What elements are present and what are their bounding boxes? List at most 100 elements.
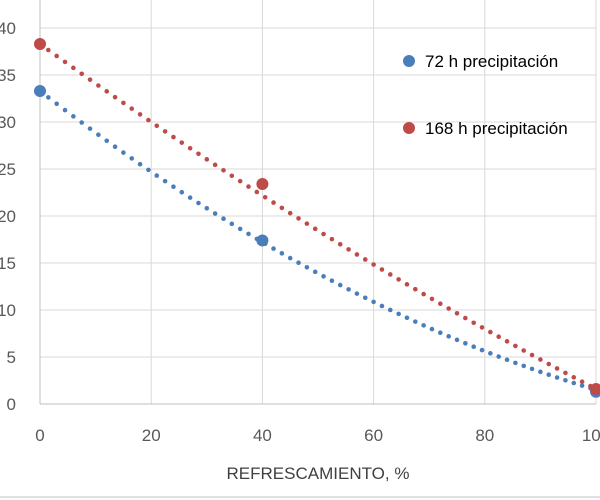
y-tick-label: 40 [0,19,16,38]
trendline-dot [46,47,51,53]
trendline-dot [246,184,251,189]
trendline-dot [296,216,301,221]
trendline-dot [304,221,310,226]
y-tick-label: 30 [0,113,16,132]
trendline-dot [346,247,351,252]
trendline-dot [471,320,476,326]
trendline-dot [321,274,326,279]
trendline-dot [271,200,276,205]
trendline-dot [337,282,343,288]
x-tick-label: 60 [364,426,383,445]
trendline-dot [129,156,135,161]
trendline-dot [337,241,343,247]
trendline-dot [87,77,93,82]
trendline-dot [246,231,251,237]
trendline-dot [46,95,51,100]
trendline-dot [262,194,268,200]
trendline-dot [229,173,235,179]
y-tick-label: 25 [0,160,16,179]
trendline-dot [179,140,185,145]
trendline-dot [538,357,543,362]
y-tick-label: 35 [0,66,16,85]
trendline-dot [362,295,368,301]
trendline-dot [354,252,360,257]
trendline-dot [237,226,243,232]
trendline-dot [438,301,443,307]
trendline-dot [354,291,360,296]
trendline-dot [154,173,160,178]
trendline-dot [221,216,226,222]
trendline-dot [504,339,510,344]
trendline-dot [387,272,393,277]
trendline-dot [546,361,552,367]
trendline-dot [463,341,468,346]
trendline-dot [579,379,585,385]
trendline-dot [237,178,243,184]
trendline-dot [479,347,485,353]
trendline-dot [54,53,59,59]
axes [39,0,596,405]
y-tick-label: 15 [0,254,16,273]
trendline-dot [296,260,301,266]
trendline-dot [71,65,76,71]
trendline-dot [438,330,443,336]
trendline-dot [454,337,460,343]
trendline-dot [371,299,376,305]
trendline-dot [463,315,468,321]
legend: 72 h precipitación 168 h precipitación [403,52,568,138]
trendline-dot [329,236,335,242]
trendline-dot [179,189,185,195]
trendline-dot [254,189,260,195]
trendline-dot [488,329,493,335]
data-point [34,84,46,97]
trendline-dot [379,267,385,272]
data-point [256,178,269,191]
trendline-dot [504,357,510,363]
trendline-dot [87,126,93,131]
trendline-dot [212,211,218,216]
trendline-dot [379,303,385,309]
trendline-dot [196,200,201,206]
trendline-dot [62,59,68,65]
trendline-dot [404,315,410,321]
trendline-dot [204,205,210,211]
trendline-dot [104,138,110,144]
trendline-dot [546,372,552,378]
legend-marker [403,55,415,67]
trendline-dot [187,145,193,151]
trendline-dot [446,334,451,339]
trendline-dot [312,269,318,275]
trendline-dot [54,101,59,107]
x-tick-label: 20 [142,426,161,445]
trendline-dot [312,226,318,232]
trendline-dot [563,370,568,376]
trendline-dot [346,287,351,292]
trendline-dot [521,348,527,353]
tick-labels: 0 20 40 60 80 100 0 5 10 15 20 25 30 35 40 [0,19,600,445]
y-tick-label: 20 [0,207,16,226]
trendline-dot [204,157,210,162]
trendline-dot [496,354,502,359]
trendlines [37,41,593,391]
grid [40,0,597,404]
trendline-dot [287,210,293,216]
trendline-dot [563,377,568,383]
legend-label: 72 h precipitación [425,52,558,71]
trendline-dot [479,325,485,330]
y-tick-label: 0 [7,395,16,414]
trendline-dot [554,375,560,380]
trendline-dot [496,334,502,340]
trendline-dot [513,360,518,366]
x-tick-label: 80 [475,426,494,445]
trendline-dot [321,231,326,237]
trendline-dot [396,311,401,317]
data-point [34,37,46,50]
data-points [34,37,600,398]
data-point [256,234,269,247]
trendline-dot [112,144,118,150]
trendline-dot [554,366,560,371]
trendline-dot [171,184,176,190]
trendline-dot [79,120,84,125]
trendline-dot [229,221,235,227]
trendline-dot [271,246,276,251]
